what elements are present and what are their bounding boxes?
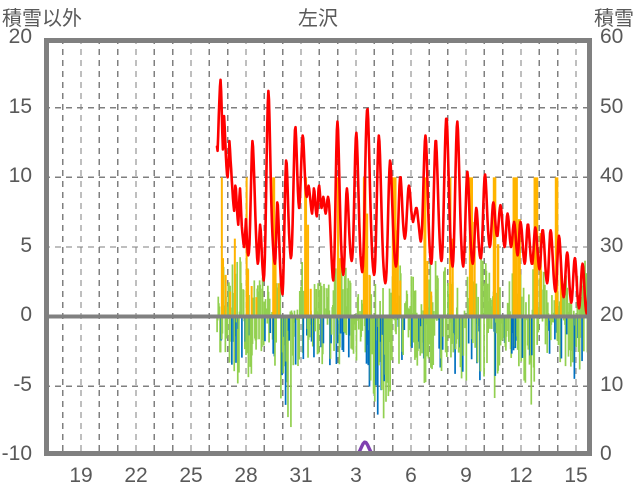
y-axis-left-tick: -5 xyxy=(13,373,32,396)
right-axis-unit-label: 積雪 xyxy=(594,8,634,30)
y-axis-right-tick: 10 xyxy=(600,373,624,396)
y-axis-right-tick: 40 xyxy=(600,164,624,187)
left-axis-unit-label: 積雪以外 xyxy=(2,8,82,30)
x-axis-tick: 31 xyxy=(289,464,313,487)
y-axis-right-tick: 20 xyxy=(600,303,624,326)
x-axis-tick: 19 xyxy=(69,464,93,487)
x-axis-tick: 28 xyxy=(234,464,258,487)
y-axis-right-tick: 30 xyxy=(600,234,624,257)
y-axis-left-tick: 0 xyxy=(20,303,32,326)
snow-depth-series xyxy=(299,440,592,456)
x-axis-tick: 12 xyxy=(509,464,533,487)
plot-area xyxy=(44,38,592,456)
chart-canvas xyxy=(44,38,592,456)
x-axis-tick: 3 xyxy=(350,464,362,487)
temperature-series xyxy=(215,78,592,316)
x-axis-tick: 15 xyxy=(564,464,588,487)
y-axis-left-tick: 10 xyxy=(8,164,32,187)
y-axis-left-tick: -10 xyxy=(1,442,32,465)
x-axis-tick: 22 xyxy=(124,464,148,487)
chart-title: 左沢 xyxy=(298,8,338,30)
y-axis-left-tick: 5 xyxy=(20,234,32,257)
y-axis-right-tick: 50 xyxy=(600,95,624,118)
y-axis-right-tick: 0 xyxy=(600,442,612,465)
x-axis-tick: 6 xyxy=(405,464,417,487)
x-axis-tick: 9 xyxy=(460,464,472,487)
y-axis-left-tick: 15 xyxy=(8,95,32,118)
y-axis-right-tick: 60 xyxy=(600,25,624,48)
y-axis-left-tick: 20 xyxy=(8,25,32,48)
x-axis-tick: 25 xyxy=(179,464,203,487)
